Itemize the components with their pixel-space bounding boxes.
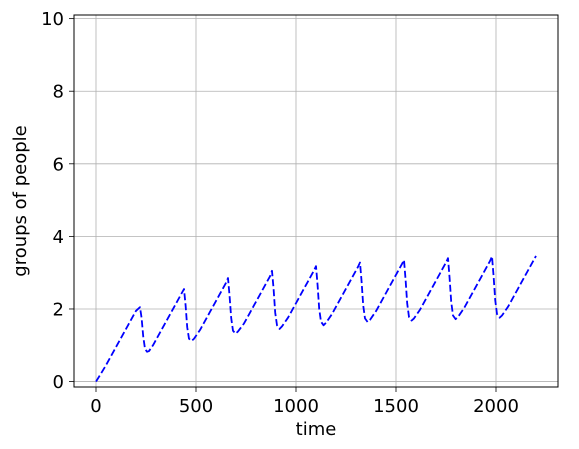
- x-tick-label: 2000: [473, 396, 519, 417]
- y-tick-label: 6: [53, 154, 64, 175]
- x-tick-label: 500: [179, 396, 213, 417]
- plot-frame: [73, 14, 559, 388]
- x-axis-label: time: [296, 419, 337, 440]
- y-tick-label: 2: [53, 299, 64, 320]
- y-tick-label: 10: [41, 9, 64, 30]
- x-tick-label: 1000: [273, 396, 319, 417]
- ticks: 0 500 1000 1500 2000 0 2 4 6 8 10: [41, 9, 519, 417]
- y-tick-label: 4: [53, 227, 64, 248]
- series-line: [95, 255, 537, 383]
- x-tick-label: 1500: [373, 396, 419, 417]
- y-tick-label: 8: [53, 82, 64, 103]
- x-tick-label: 0: [90, 396, 101, 417]
- grid-lines: [74, 15, 558, 387]
- series-lines: [95, 255, 537, 383]
- y-axis-label: groups of people: [10, 125, 31, 276]
- y-tick-label: 0: [53, 372, 64, 393]
